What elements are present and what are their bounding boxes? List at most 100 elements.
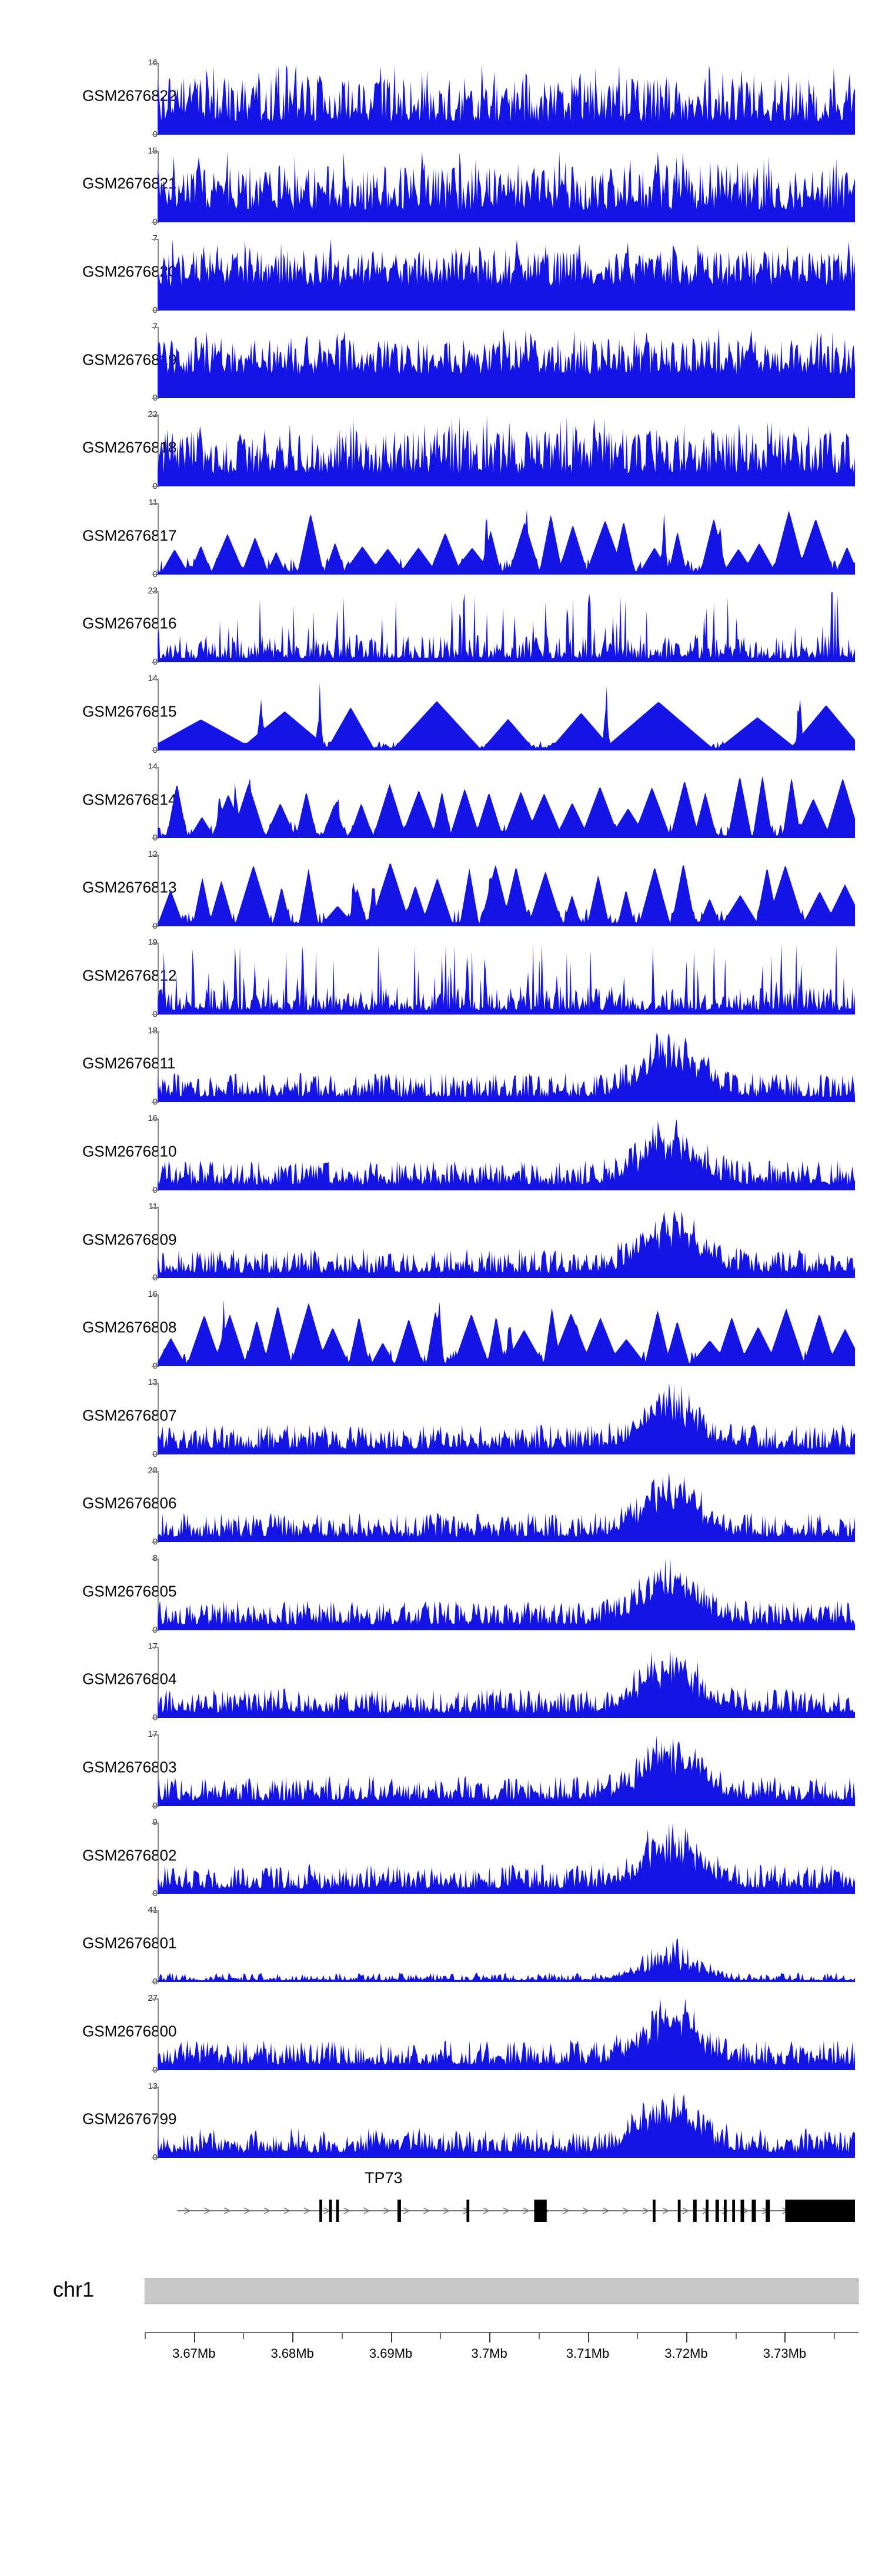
axis-max-label: 7	[153, 233, 158, 243]
track-baseline	[158, 1453, 855, 1454]
axis-tick-bottom	[152, 1981, 159, 1983]
axis-tick-bottom	[152, 1365, 159, 1367]
coverage-plot[interactable]	[158, 1294, 855, 1366]
track-y-axis: 140	[131, 668, 167, 756]
coverage-track[interactable]: GSM267682070	[0, 228, 882, 316]
axis-tick-label: 3.72Mb	[664, 2346, 708, 2361]
coverage-track[interactable]: GSM2676800270	[0, 1987, 882, 2076]
coverage-track[interactable]: GSM2676812190	[0, 932, 882, 1020]
axis-tick-top	[152, 1559, 159, 1560]
track-label: GSM2676812	[82, 966, 177, 985]
track-baseline	[158, 837, 855, 839]
track-baseline	[158, 2068, 855, 2070]
coverage-plot[interactable]	[158, 943, 855, 1015]
coverage-track[interactable]: GSM2676806280	[0, 1460, 882, 1548]
track-label: GSM2676802	[82, 1846, 177, 1864]
axis-max-label: 16	[148, 58, 158, 68]
coverage-track[interactable]: GSM2676822160	[0, 52, 882, 140]
coverage-track[interactable]: GSM2676818220	[0, 403, 882, 492]
coverage-plot[interactable]	[158, 1031, 855, 1103]
axis-max-label: 11	[148, 498, 158, 508]
axis-tick-bottom	[152, 309, 159, 311]
axis-tick-bottom	[152, 1453, 159, 1455]
axis-line	[158, 679, 159, 750]
coverage-track[interactable]: GSM2676811180	[0, 1020, 882, 1108]
track-label: GSM2676813	[82, 878, 177, 896]
axis-line	[158, 1206, 159, 1279]
axis-tick-minor	[538, 2332, 540, 2339]
axis-tick-top	[152, 1998, 159, 2000]
track-baseline	[158, 309, 855, 311]
axis-tick-minor	[145, 2332, 146, 2339]
axis-tick-bottom	[152, 2157, 159, 2159]
axis-tick-minor	[243, 2332, 245, 2339]
coverage-track[interactable]: GSM267681970	[0, 316, 882, 404]
track-baseline	[158, 133, 855, 135]
axis-tick-top	[152, 1382, 159, 1384]
coverage-track[interactable]: GSM2676807130	[0, 1372, 882, 1460]
coverage-plot[interactable]	[158, 855, 855, 926]
axis-line	[158, 2086, 159, 2158]
axis-line	[158, 1470, 159, 1543]
coverage-plot[interactable]	[158, 1559, 855, 1630]
coverage-plot[interactable]	[158, 591, 855, 663]
coverage-plot[interactable]	[158, 767, 855, 839]
coverage-plot[interactable]	[158, 1734, 855, 1806]
coverage-track[interactable]: GSM2676821150	[0, 140, 882, 228]
coverage-track-list: GSM2676822160GSM2676821150GSM267682070GS…	[0, 52, 882, 2163]
axis-tick-bottom	[152, 837, 159, 839]
coverage-track[interactable]: GSM2676814140	[0, 756, 882, 844]
coverage-track[interactable]: GSM2676804170	[0, 1636, 882, 1724]
coverage-track[interactable]: GSM2676810160	[0, 1107, 882, 1196]
axis-line	[158, 502, 159, 575]
axis-tick-bottom	[152, 1189, 159, 1191]
coverage-plot[interactable]	[158, 1998, 855, 2070]
coverage-plot[interactable]	[158, 1822, 855, 1894]
coverage-plot[interactable]	[158, 415, 855, 486]
coverage-track[interactable]: GSM2676801410	[0, 1899, 882, 1987]
track-label: GSM2676817	[82, 526, 177, 545]
coverage-plot[interactable]	[158, 1207, 855, 1279]
coverage-plot[interactable]	[158, 63, 855, 135]
coverage-plot[interactable]	[158, 1382, 855, 1454]
coverage-plot[interactable]	[158, 239, 855, 311]
axis-max-label: 11	[148, 1202, 158, 1212]
axis-tick-top	[152, 1206, 159, 1208]
track-y-axis: 110	[131, 1196, 167, 1284]
coverage-track[interactable]: GSM2676799130	[0, 2076, 882, 2164]
axis-tick-top	[152, 151, 159, 152]
coverage-plot[interactable]	[158, 1647, 855, 1719]
coverage-plot[interactable]	[158, 1471, 855, 1543]
track-baseline	[158, 1629, 855, 1630]
coverage-track[interactable]: GSM2676808160	[0, 1283, 882, 1372]
axis-tick-bottom	[152, 134, 159, 135]
coverage-track[interactable]: GSM2676817110	[0, 492, 882, 580]
coverage-track[interactable]: GSM267680290	[0, 1811, 882, 1900]
track-y-axis: 160	[131, 1107, 167, 1196]
axis-tick-minor	[637, 2332, 639, 2339]
coverage-track[interactable]: GSM2676816230	[0, 580, 882, 668]
axis-max-label: 12	[148, 849, 158, 859]
chromosome-ideogram-bar[interactable]	[145, 2278, 858, 2304]
coverage-track[interactable]: GSM2676815140	[0, 668, 882, 756]
coverage-plot[interactable]	[158, 1119, 855, 1190]
gene-model-track[interactable]	[158, 2198, 855, 2223]
coverage-track[interactable]: GSM267680580	[0, 1547, 882, 1636]
track-baseline	[158, 2157, 855, 2158]
coverage-track[interactable]: GSM2676809110	[0, 1196, 882, 1284]
coverage-plot[interactable]	[158, 503, 855, 575]
coverage-plot[interactable]	[158, 2087, 855, 2158]
axis-tick-major	[390, 2332, 392, 2343]
axis-tick-bottom	[152, 1013, 159, 1015]
coverage-track[interactable]: GSM2676803170	[0, 1723, 882, 1811]
coverage-track[interactable]: GSM2676813120	[0, 843, 882, 932]
axis-tick-top	[152, 326, 159, 328]
axis-line	[158, 1998, 159, 2070]
coverage-plot[interactable]	[158, 679, 855, 750]
coverage-plot[interactable]	[158, 327, 855, 399]
axis-tick-bottom	[152, 1629, 159, 1631]
axis-line	[158, 942, 159, 1015]
coverage-plot[interactable]	[158, 151, 855, 223]
coverage-plot[interactable]	[158, 1910, 855, 1983]
axis-tick-top	[152, 63, 159, 64]
